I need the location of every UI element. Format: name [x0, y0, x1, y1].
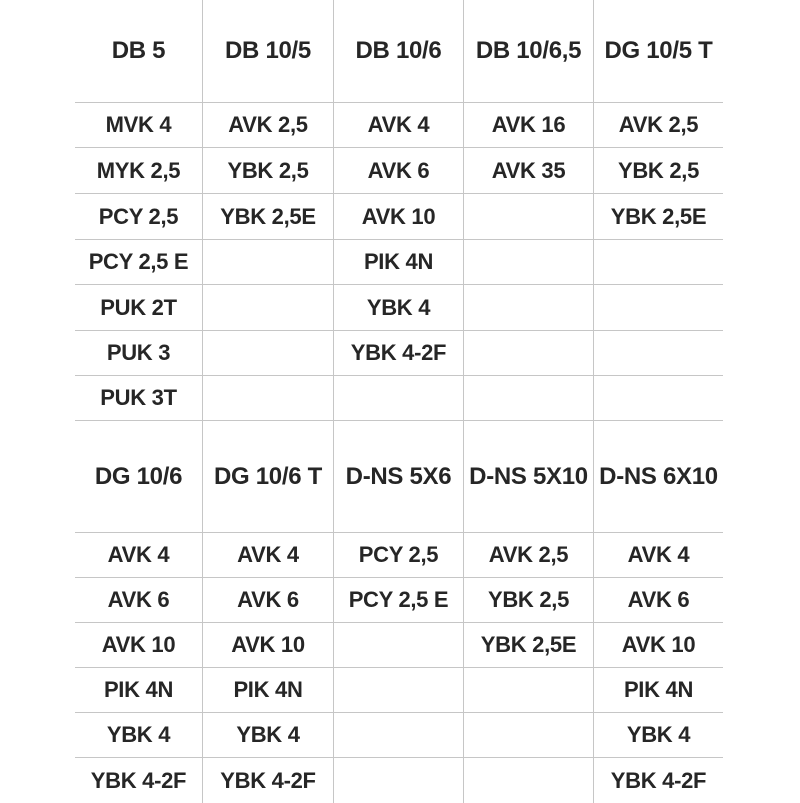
table-cell: AVK 35: [463, 148, 593, 194]
column-header: DG 10/5 T: [593, 0, 723, 103]
table-cell: PCY 2,5: [75, 194, 202, 240]
column-header: DG 10/6 T: [202, 421, 333, 533]
table-cell: [463, 758, 593, 803]
table-cell: YBK 2,5: [463, 578, 593, 623]
table-cell: [463, 668, 593, 713]
table-cell: AVK 6: [333, 148, 463, 194]
table-cell: AVK 10: [202, 623, 333, 668]
table-cell: AVK 2,5: [202, 103, 333, 148]
table-cell: YBK 4-2F: [202, 758, 333, 803]
table-cell: PUK 3T: [75, 376, 202, 421]
column-header: D-NS 6X10: [593, 421, 723, 533]
compatibility-table: DB 5 DB 10/5 DB 10/6 DB 10/6,5 DG 10/5 T MVK …: [75, 0, 723, 803]
table-cell: [202, 331, 333, 376]
table-cell: [593, 376, 723, 421]
table-cell: PIK 4N: [75, 668, 202, 713]
table-cell: PCY 2,5 E: [333, 578, 463, 623]
table-cell: AVK 4: [75, 533, 202, 578]
table-cell: [333, 623, 463, 668]
table-cell: AVK 10: [333, 194, 463, 240]
table-cell: YBK 2,5E: [463, 623, 593, 668]
table-cell: [333, 668, 463, 713]
table-cell: AVK 2,5: [463, 533, 593, 578]
table-cell: YBK 2,5E: [593, 194, 723, 240]
table-cell: AVK 10: [75, 623, 202, 668]
table-cell: [202, 240, 333, 285]
table-cell: [202, 285, 333, 331]
table-cell: AVK 2,5: [593, 103, 723, 148]
column-header: DB 10/5: [202, 0, 333, 103]
table-cell: AVK 6: [75, 578, 202, 623]
table-cell: PIK 4N: [593, 668, 723, 713]
table-cell: [333, 758, 463, 803]
table-cell: MYK 2,5: [75, 148, 202, 194]
table-cell: YBK 4: [593, 713, 723, 758]
table-cell: [463, 713, 593, 758]
table-cell: [593, 285, 723, 331]
table-cell: YBK 2,5: [593, 148, 723, 194]
table-cell: PIK 4N: [333, 240, 463, 285]
table-cell: AVK 10: [593, 623, 723, 668]
table-cell: [463, 285, 593, 331]
table-cell: [333, 376, 463, 421]
column-header: DB 5: [75, 0, 202, 103]
table-cell: [463, 376, 593, 421]
table-cell: AVK 6: [593, 578, 723, 623]
table-cell: MVK 4: [75, 103, 202, 148]
table-cell: YBK 4-2F: [333, 331, 463, 376]
table-cell: PUK 3: [75, 331, 202, 376]
table-cell: YBK 2,5: [202, 148, 333, 194]
column-header: D-NS 5X6: [333, 421, 463, 533]
table-cell: PCY 2,5: [333, 533, 463, 578]
table-cell: YBK 2,5E: [202, 194, 333, 240]
table-cell: AVK 4: [333, 103, 463, 148]
table-cell: AVK 6: [202, 578, 333, 623]
table-cell: [463, 194, 593, 240]
column-header: D-NS 5X10: [463, 421, 593, 533]
table-cell: [202, 376, 333, 421]
table-cell: YBK 4-2F: [90, 767, 187, 793]
table-cell: PCY 2,5 E: [75, 240, 202, 285]
table-cell: [463, 331, 593, 376]
table-cell: AVK 16: [463, 103, 593, 148]
column-header: DG 10/6: [75, 421, 202, 533]
table-cell: [333, 713, 463, 758]
table-cell: PUK 2T: [75, 285, 202, 331]
table-cell: YBK 4: [75, 713, 202, 758]
table-cell: PIK 4N: [202, 668, 333, 713]
table-cell: [593, 331, 723, 376]
column-header: DB 10/6: [333, 0, 463, 103]
table-cell: YBK 4: [202, 713, 333, 758]
table-cell: [463, 240, 593, 285]
table-cell: [593, 240, 723, 285]
table-cell: AVK 4: [202, 533, 333, 578]
table-cell: AVK 4: [593, 533, 723, 578]
column-header: DB 10/6,5: [463, 0, 593, 103]
table-cell: YBK 4-2F: [593, 758, 723, 803]
table-cell: YBK 4: [333, 285, 463, 331]
